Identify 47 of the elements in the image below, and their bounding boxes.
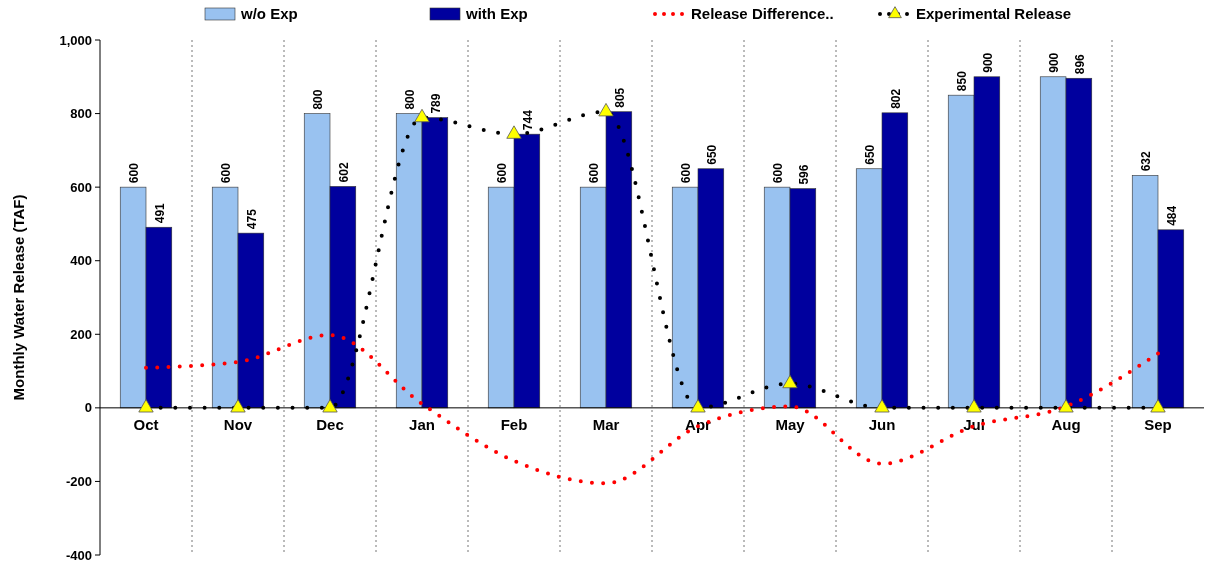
data-label: 600 — [587, 162, 602, 184]
data-label: 650 — [863, 144, 878, 165]
x-tick-label: Sep — [1144, 415, 1172, 433]
data-label: 800 — [403, 89, 418, 110]
x-tick-label: Jun — [868, 415, 896, 433]
y-tick-label: 400 — [70, 253, 92, 269]
data-label: 744 — [520, 109, 535, 131]
legend-label: with Exp — [465, 5, 528, 23]
y-tick-label: 600 — [70, 179, 92, 195]
data-label: 491 — [152, 202, 167, 224]
data-label: 484 — [1164, 205, 1179, 226]
x-tick-label: Jan — [409, 415, 435, 433]
x-tick-label: Aug — [1051, 415, 1081, 433]
data-label: 900 — [1047, 52, 1062, 73]
y-tick-label: 0 — [84, 400, 92, 416]
x-tick-label: Mar — [592, 415, 620, 433]
x-tick-label: Feb — [500, 415, 528, 433]
y-tick-label: -200 — [65, 473, 92, 489]
y-axis-title: Monthly Water Release (TAF) — [10, 194, 27, 401]
data-label: 800 — [311, 89, 326, 110]
data-label: 602 — [336, 162, 351, 183]
legend-label: Release Difference.. — [691, 5, 834, 23]
data-label: 850 — [955, 70, 970, 92]
data-label: 600 — [495, 162, 510, 184]
x-tick-label: Oct — [133, 415, 159, 433]
x-tick-label: May — [775, 415, 806, 433]
y-tick-label: 200 — [70, 326, 92, 342]
legend-label: Experimental Release — [916, 5, 1072, 23]
data-label: 805 — [612, 87, 627, 108]
x-tick-label: Nov — [223, 415, 253, 433]
data-label: 600 — [127, 162, 142, 184]
data-label: 600 — [219, 162, 234, 184]
x-tick-label: Dec — [316, 415, 344, 433]
data-label: 632 — [1139, 151, 1154, 172]
data-label: 600 — [771, 162, 786, 184]
data-label: 650 — [704, 144, 719, 165]
data-label: 900 — [980, 52, 995, 73]
y-tick-label: 1,000 — [59, 32, 92, 48]
y-tick-label: -400 — [65, 547, 92, 563]
data-label: 475 — [244, 208, 259, 230]
data-label: 896 — [1072, 53, 1087, 75]
data-label: 802 — [888, 88, 903, 109]
data-label: 600 — [679, 162, 694, 184]
data-label: 596 — [796, 164, 811, 185]
y-tick-label: 800 — [70, 106, 92, 122]
data-label: 789 — [428, 93, 443, 114]
legend-label: w/o Exp — [240, 5, 298, 23]
